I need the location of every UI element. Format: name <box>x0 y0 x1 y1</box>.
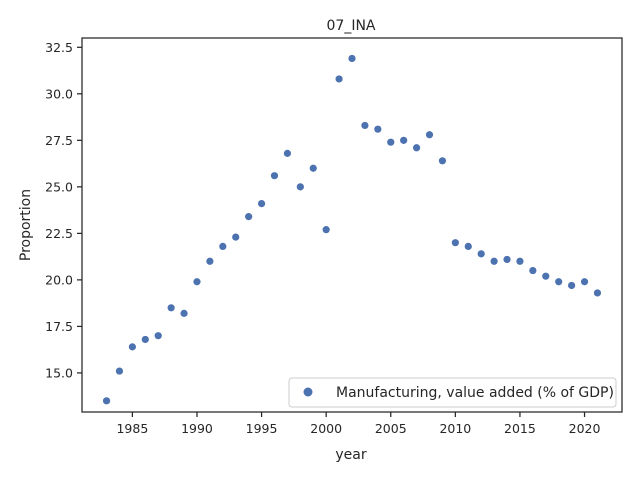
y-tick-label: 25.0 <box>45 179 73 194</box>
y-tick-label: 17.5 <box>45 319 73 334</box>
data-point <box>451 239 459 247</box>
x-tick-label: 1995 <box>246 421 278 436</box>
data-point <box>245 213 253 221</box>
data-point <box>296 183 304 191</box>
data-point <box>115 367 124 375</box>
data-point <box>477 250 485 258</box>
x-axis-ticks: 1985 1990 1995 2000 2005 2010 2015 2020 <box>116 412 600 436</box>
y-tick-label: 30.0 <box>45 86 73 101</box>
data-point <box>580 278 589 286</box>
chart-title: 07_INA <box>327 18 376 34</box>
x-tick-label: 2020 <box>569 421 601 436</box>
data-point <box>361 121 369 130</box>
data-point <box>374 125 382 133</box>
data-points <box>102 54 602 405</box>
data-point <box>154 332 162 340</box>
y-axis-label: Proportion <box>18 189 34 261</box>
data-point <box>516 257 524 265</box>
y-tick-label: 22.5 <box>45 226 73 241</box>
x-tick-label: 1990 <box>181 421 213 436</box>
data-point <box>102 397 111 405</box>
y-tick-label: 15.0 <box>45 365 73 380</box>
y-axis-ticks: 15.0 17.5 20.0 22.5 25.0 27.5 30.0 32.5 <box>45 40 82 380</box>
data-point <box>438 157 447 165</box>
y-tick-label: 20.0 <box>45 272 73 287</box>
data-point <box>219 242 227 250</box>
data-point <box>542 272 550 280</box>
x-tick-label: 2010 <box>439 421 471 436</box>
data-point <box>568 281 576 290</box>
data-point <box>232 233 240 241</box>
data-point <box>206 257 214 265</box>
x-axis-label: year <box>335 447 366 463</box>
y-tick-label: 32.5 <box>45 40 73 55</box>
data-point <box>257 200 266 208</box>
data-point <box>593 289 602 297</box>
data-point <box>555 278 563 286</box>
data-point <box>283 149 292 157</box>
x-tick-label: 1985 <box>116 421 148 436</box>
data-point <box>180 309 188 317</box>
legend: Manufacturing, value added (% of GDP) <box>288 377 617 408</box>
data-point <box>270 172 279 180</box>
legend-marker <box>303 387 313 397</box>
data-point <box>412 144 421 152</box>
data-point <box>503 255 511 264</box>
data-point <box>335 75 343 83</box>
x-tick-label: 2005 <box>375 421 407 436</box>
data-point <box>309 164 317 172</box>
data-point <box>490 257 498 265</box>
data-point <box>348 54 356 63</box>
plot-frame <box>81 37 623 413</box>
legend-label: Manufacturing, value added (% of GDP) <box>336 385 614 401</box>
data-point <box>464 242 472 250</box>
x-tick-label: 2015 <box>504 421 536 436</box>
data-point <box>141 335 149 344</box>
legend-box <box>288 377 617 408</box>
data-point <box>529 266 537 275</box>
data-point <box>167 304 175 312</box>
x-tick-label: 2000 <box>310 421 342 436</box>
data-point <box>193 278 201 286</box>
data-point <box>322 226 330 234</box>
y-tick-label: 27.5 <box>45 133 73 148</box>
data-point <box>425 131 434 139</box>
data-point <box>400 136 408 144</box>
data-point <box>128 343 136 351</box>
data-point <box>387 138 395 146</box>
